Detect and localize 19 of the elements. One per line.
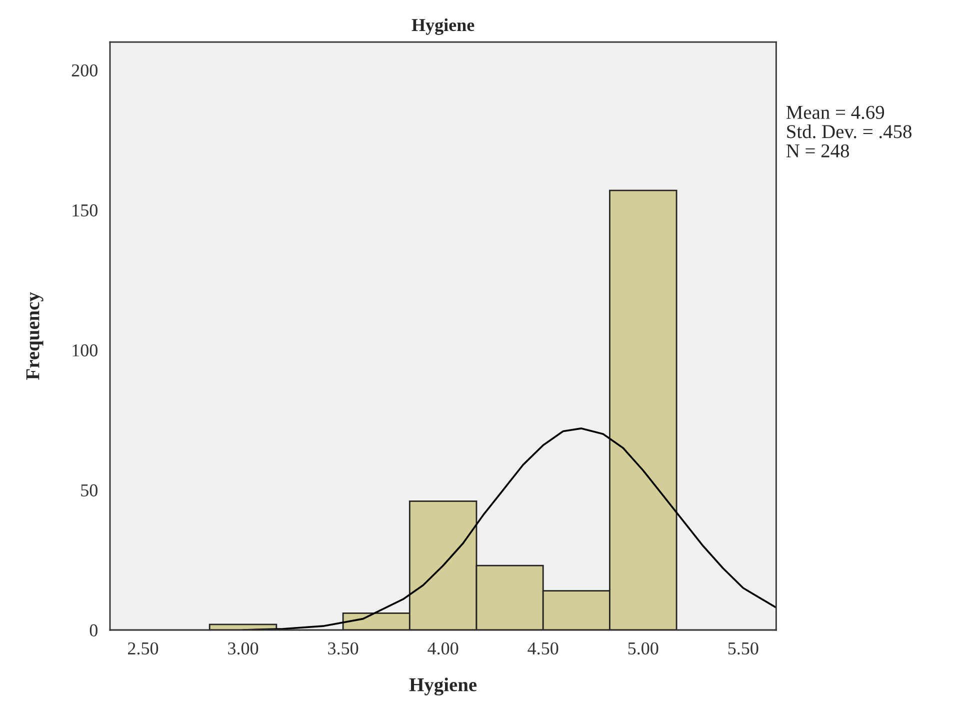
text: Std. Dev. = .458 [787,124,912,138]
line-series [242,428,776,630]
x-tick-label: 5.50 [728,642,758,655]
y-axis-title: Frequency [26,292,44,380]
y-tick-label: 150 [72,204,98,216]
x-tick-label: 3.00 [228,642,258,655]
x-tick-label: 2.50 [128,642,158,655]
x-tick-label: 4.00 [428,642,458,655]
x-tick-label: 5.00 [628,642,658,655]
x-tick-label: 3.50 [328,642,358,655]
text: Mean = 4.69 [786,106,884,120]
x-tick-label: 4.50 [528,642,558,655]
y-tick-label: 100 [72,344,98,356]
y-tick-label: 0 [90,624,98,636]
x-axis-title: Hygiene [409,678,477,696]
text: N = 248 [786,144,850,158]
y-tick-label: 50 [81,484,98,496]
y-tick-label: 200 [72,64,98,77]
chart-title: Hygiene [412,18,474,35]
